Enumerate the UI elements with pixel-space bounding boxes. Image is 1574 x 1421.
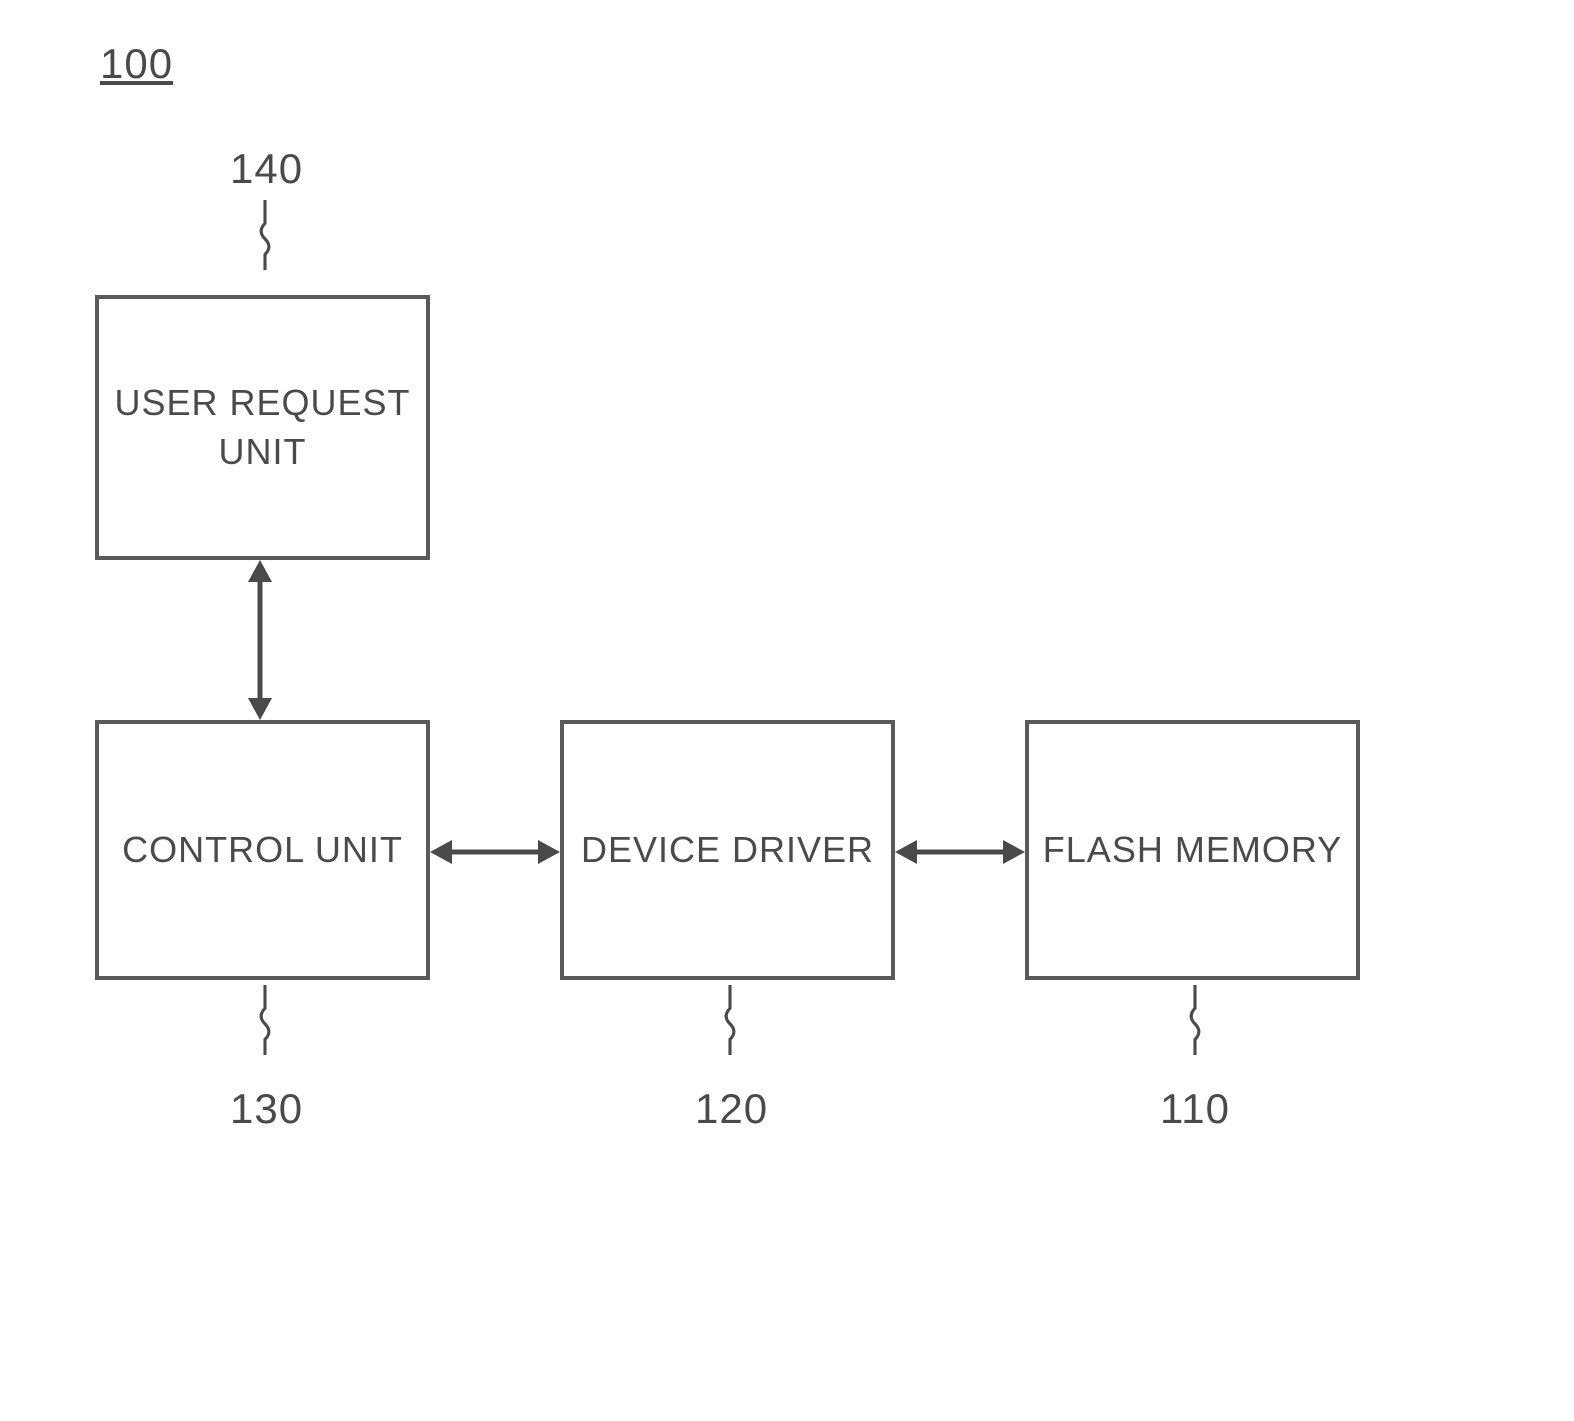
control-unit-label: CONTROL UNIT [122, 826, 403, 875]
squiggle-connector-120 [710, 985, 750, 1055]
flash-memory-label: FLASH MEMORY [1043, 826, 1342, 875]
arrow-vertical-user-to-control [240, 560, 280, 720]
device-driver-label: DEVICE DRIVER [581, 826, 874, 875]
ref-label-130: 130 [230, 1085, 303, 1133]
arrow-horizontal-driver-to-memory [895, 832, 1025, 872]
figure-reference-label: 100 [100, 40, 173, 88]
user-request-unit-label: USER REQUESTUNIT [114, 379, 410, 476]
ref-label-120: 120 [695, 1085, 768, 1133]
squiggle-connector-110 [1175, 985, 1215, 1055]
flash-memory-block: FLASH MEMORY [1025, 720, 1360, 980]
user-request-unit-block: USER REQUESTUNIT [95, 295, 430, 560]
control-unit-block: CONTROL UNIT [95, 720, 430, 980]
squiggle-connector-140 [245, 200, 285, 270]
ref-label-110: 110 [1160, 1085, 1230, 1133]
arrow-horizontal-control-to-driver [430, 832, 560, 872]
device-driver-block: DEVICE DRIVER [560, 720, 895, 980]
squiggle-connector-130 [245, 985, 285, 1055]
ref-label-140: 140 [230, 145, 303, 193]
